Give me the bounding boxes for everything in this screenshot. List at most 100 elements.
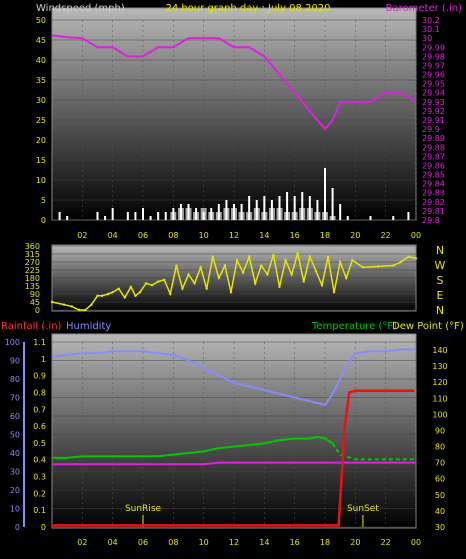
x-tick-label: 00 (411, 231, 421, 240)
data-marks-layer: SunRise SunSet (50, 34, 418, 527)
chart-title: 24 hour graph day : July 08 2020 (165, 3, 330, 14)
wind-y-tick-label: 50 (36, 16, 46, 25)
baro-y-tick-label: 29.84 (422, 180, 445, 189)
humidity-y-tick-label: 10 (10, 505, 20, 514)
wind-direction-point (199, 266, 202, 269)
humidity-y-tick-label: 30 (10, 468, 20, 477)
x-tick-label: 16 (290, 231, 300, 240)
temperature-line-dashed (331, 442, 416, 461)
wind-direction-point (392, 264, 395, 267)
wind-direction-point (376, 265, 380, 268)
x-tick-label: 04 (108, 231, 118, 240)
rain-y-tick-label: 0.1 (33, 506, 46, 515)
wind-direction-point (361, 266, 365, 269)
dir-y-tick-label: 45 (30, 298, 40, 307)
baro-y-tick-label: 29.88 (422, 143, 445, 152)
wind-direction-point (399, 260, 403, 264)
wind-direction-point (414, 257, 418, 260)
rain-y-tick-label: 1.1 (33, 338, 46, 347)
temperature-y-tick-label: 130 (432, 362, 447, 371)
x-tick-label: 00 (411, 538, 421, 547)
wind-direction-point (205, 287, 208, 290)
rain-axis-label: Rainfall (.in) (1, 321, 62, 332)
wind-direction-point (351, 259, 354, 262)
wind-direction-point (70, 305, 73, 308)
sun-annotation: SunRise (125, 504, 162, 514)
temperature-y-tick-label: 90 (435, 426, 445, 435)
humidity-y-tick-label: 90 (10, 357, 20, 366)
wind-direction-point (129, 285, 133, 289)
humidity-y-tick-label: 0 (15, 523, 20, 532)
baro-y-tick-label: 29.87 (422, 152, 445, 161)
compass-label: W (435, 259, 446, 272)
humidity-y-tick-label: 70 (10, 394, 20, 403)
dir-y-tick-label: 225 (25, 266, 40, 275)
wind-direction-point (84, 308, 87, 312)
temperature-y-tick-label: 120 (432, 378, 447, 387)
wind-y-tick-label: 0 (41, 216, 46, 225)
wind-direction-point (144, 282, 148, 285)
temperature-y-tick-label: 40 (435, 507, 445, 516)
wind-y-tick-label: 10 (36, 176, 46, 185)
x-tick-label: 14 (259, 231, 269, 240)
barometer-axis-label: Barometer (.in) (386, 3, 462, 14)
temperature-y-tick-label: 100 (432, 410, 447, 419)
wind-direction-point (187, 273, 190, 276)
wind-direction-point (332, 291, 336, 294)
x-tick-label: 06 (138, 231, 148, 240)
wind-direction-point (320, 283, 324, 287)
dir-y-tick-label: 180 (25, 274, 40, 283)
wind-direction-point (296, 251, 299, 255)
wind-direction-point (345, 276, 348, 280)
x-tick-label: 08 (168, 231, 178, 240)
x-tick-label: 20 (350, 538, 360, 547)
baro-y-tick-label: 29.97 (422, 61, 445, 70)
wind-direction-point (235, 259, 239, 262)
wind-direction-point (407, 255, 410, 258)
x-tick-label: 16 (290, 538, 300, 547)
baro-y-tick-label: 29.99 (422, 43, 445, 52)
wind-y-tick-label: 45 (36, 36, 46, 45)
x-tick-label: 02 (77, 231, 87, 240)
wind-direction-point (78, 308, 81, 312)
compass-label: E (437, 289, 444, 302)
baro-y-tick-label: 29.8 (422, 216, 440, 225)
humidity-y-tick-label: 100 (5, 338, 20, 347)
humidity-y-tick-label: 20 (10, 486, 20, 495)
temperature-line (52, 435, 334, 459)
x-tick-label: 12 (229, 231, 239, 240)
x-tick-label: 18 (320, 538, 330, 547)
baro-y-tick-label: 29.9 (422, 125, 440, 134)
humidity-line (51, 348, 416, 407)
x-tick-label: 10 (199, 538, 209, 547)
temperature-y-tick-label: 140 (432, 346, 447, 355)
x-tick-label: 18 (320, 231, 330, 240)
dir-y-tick-label: 360 (25, 242, 40, 251)
wind-direction-point (156, 280, 160, 283)
compass-label: S (437, 274, 444, 287)
tick-labels-layer: 0510152025303540455029.829.8129.8229.832… (5, 16, 448, 547)
wind-direction-point (326, 255, 330, 258)
x-tick-label: 12 (229, 538, 239, 547)
wind-direction-point (123, 296, 127, 299)
wind-direction-point (302, 280, 305, 283)
baro-y-tick-label: 29.86 (422, 161, 445, 170)
wind-direction-point (290, 273, 293, 276)
wind-y-tick-label: 25 (36, 116, 46, 125)
wind-direction-point (241, 271, 245, 274)
wind-y-tick-label: 5 (41, 196, 46, 205)
temperature-y-tick-label: 30 (435, 523, 445, 532)
baro-y-tick-label: 29.96 (422, 71, 445, 80)
baro-y-tick-label: 29.93 (422, 98, 445, 107)
wind-direction-point (229, 291, 233, 294)
wind-direction-point (111, 291, 114, 294)
wind-direction-point (150, 283, 154, 287)
humidity-y-tick-label: 60 (10, 412, 20, 421)
wind-axis-label: Windspeed (mph) (36, 3, 125, 14)
dir-y-tick-label: 315 (25, 250, 40, 259)
wind-direction-point (117, 287, 120, 290)
rain-y-tick-label: 0.3 (33, 473, 46, 482)
wind-direction-point (284, 259, 287, 262)
compass-label: N (436, 304, 444, 317)
